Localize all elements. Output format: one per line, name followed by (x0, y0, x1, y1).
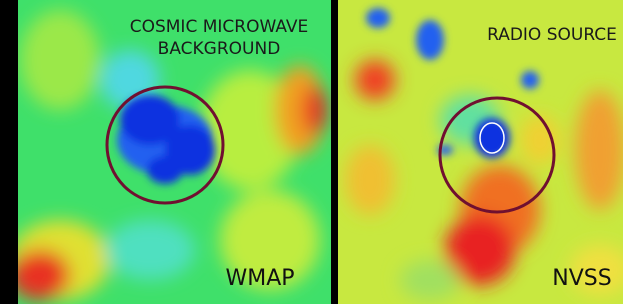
label: WMAP (225, 266, 294, 291)
wmap-map: COSMIC MICROWAVE BACKGROUND WMAP (10, 0, 331, 304)
nvss-map: RADIO SOURCE NVSS (338, 0, 623, 304)
title: COSMIC MICROWAVE (130, 17, 309, 37)
image: COSMIC MICROWAVE BACKGROUND WMAP RADIO S… (0, 0, 623, 304)
title: RADIO SOURCE (487, 25, 617, 45)
label: NVSS (552, 266, 611, 291)
title: BACKGROUND (158, 39, 281, 59)
